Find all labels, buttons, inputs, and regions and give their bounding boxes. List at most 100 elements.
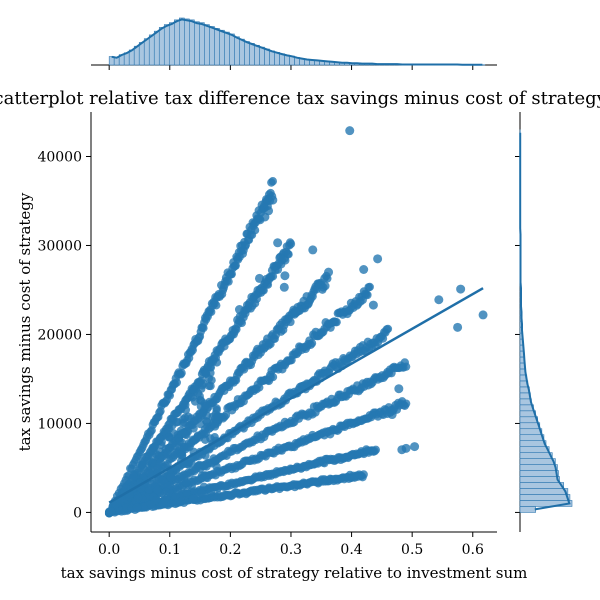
data-point — [200, 425, 210, 434]
data-point — [268, 177, 277, 186]
data-point-outlier — [456, 284, 466, 294]
data-point — [210, 422, 220, 431]
marginal-x-bar — [153, 30, 160, 66]
marginal-x-bar — [199, 22, 205, 66]
data-point — [177, 451, 187, 460]
data-point-outlier — [359, 265, 369, 274]
data-point — [206, 487, 216, 497]
data-point-outlier — [260, 212, 270, 222]
data-point — [183, 460, 193, 469]
data-point — [106, 507, 116, 516]
data-point — [197, 471, 207, 480]
data-point — [259, 286, 268, 295]
chart-title: Scatterplot relative tax difference tax … — [0, 88, 600, 109]
data-point — [284, 250, 293, 259]
data-point — [184, 412, 193, 421]
marginal-x-bar — [158, 27, 165, 66]
marginal-y-bar — [519, 452, 553, 459]
data-point — [179, 443, 189, 452]
data-point — [201, 435, 210, 444]
marginal-x-bar — [264, 48, 270, 66]
marginal-y-bar — [519, 506, 536, 513]
marginal-x-bar — [174, 19, 180, 66]
data-point-outlier — [290, 306, 300, 316]
data-point — [212, 358, 222, 367]
data-point — [359, 470, 368, 479]
data-point — [153, 485, 162, 495]
marginal-x-bar — [244, 41, 250, 66]
data-point — [158, 476, 167, 485]
data-point — [177, 368, 186, 378]
marginal-y-bar — [519, 428, 543, 436]
marginal-x-bar — [168, 22, 175, 66]
data-point-outlier — [345, 126, 355, 136]
marginal-x-bar — [219, 29, 225, 66]
data-point-outlier — [410, 442, 420, 452]
marginal-x-bar — [143, 38, 150, 66]
data-point — [160, 495, 169, 504]
marginal-y-bar — [519, 476, 560, 483]
marginal-x-bar — [163, 24, 170, 66]
marginal-x-bar — [148, 34, 155, 66]
data-point — [132, 503, 142, 512]
marginal-y-bar — [519, 446, 550, 453]
data-point-outlier — [280, 271, 290, 281]
marginal-x-bar — [249, 43, 255, 66]
data-point — [188, 393, 197, 402]
data-point — [212, 406, 221, 415]
data-point — [145, 469, 155, 478]
data-point — [197, 488, 206, 498]
data-point — [250, 226, 260, 235]
y-tick-label: 10000 — [37, 416, 82, 432]
y-tick-label: 0 — [73, 505, 82, 521]
data-point-outlier — [373, 254, 383, 264]
data-point — [401, 399, 411, 408]
data-point-outlier — [265, 372, 275, 382]
data-point-outlier — [279, 282, 289, 292]
data-point — [175, 437, 184, 446]
data-point — [332, 317, 341, 327]
data-point — [154, 451, 164, 461]
y-tick-label: 40000 — [37, 149, 82, 165]
marginal-x-bar — [229, 33, 235, 66]
y-tick-label: 30000 — [37, 238, 82, 254]
data-point-outlier — [453, 322, 463, 332]
data-point — [286, 317, 295, 327]
marginal-x-bar — [194, 21, 200, 66]
data-point-outlier — [387, 410, 397, 420]
data-point-outlier — [397, 445, 407, 455]
marginal-y-histogram — [515, 112, 573, 532]
data-point — [201, 416, 211, 426]
data-point — [365, 282, 374, 292]
marginal-x-bar — [179, 17, 185, 66]
data-point — [148, 446, 158, 456]
marginal-y-kde — [519, 132, 571, 511]
data-point — [133, 493, 143, 503]
data-point — [182, 478, 191, 487]
scatter-points — [104, 126, 488, 518]
data-point — [173, 486, 183, 496]
marginal-y-bar — [519, 470, 559, 477]
data-point — [321, 281, 330, 291]
data-point — [212, 301, 221, 310]
data-point-outlier — [254, 273, 264, 283]
data-point — [165, 480, 174, 490]
data-point — [286, 239, 296, 249]
marginal-y-bar — [519, 440, 547, 447]
data-point-outlier — [434, 295, 444, 305]
data-point — [129, 472, 138, 481]
marginal-y-bar — [519, 458, 556, 465]
data-point — [221, 410, 231, 420]
marginal-x-bar — [204, 24, 210, 66]
marginal-y-bar — [519, 422, 541, 430]
marginal-x-bar — [224, 31, 230, 66]
data-point — [193, 431, 203, 440]
data-point — [307, 339, 317, 348]
data-point — [172, 418, 181, 427]
data-point — [196, 396, 205, 405]
data-point — [166, 473, 175, 482]
data-point — [146, 500, 156, 509]
data-point — [201, 451, 210, 460]
marginal-y-bar — [519, 434, 545, 441]
